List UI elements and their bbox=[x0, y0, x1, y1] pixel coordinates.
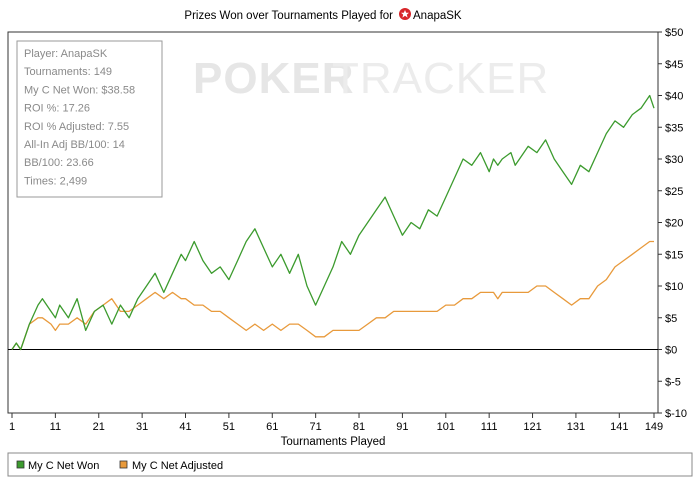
x-axis-title: Tournaments Played bbox=[281, 436, 386, 448]
pokerstars-icon bbox=[399, 8, 411, 20]
chart-title-text: Prizes Won over Tournaments Played for bbox=[184, 10, 393, 22]
watermark-logo: POKER TRACKER bbox=[193, 54, 549, 103]
x-tick-label: 41 bbox=[179, 421, 191, 433]
y-tick-label: $40 bbox=[665, 91, 683, 103]
legend: My C Net Won My C Net Adjusted bbox=[7, 452, 693, 477]
series-layer bbox=[11, 94, 655, 351]
legend-item-net-won: My C Net Won bbox=[16, 460, 99, 472]
series-line-net-won bbox=[11, 94, 655, 351]
y-tick-label: $25 bbox=[665, 186, 683, 198]
x-tick-label: 31 bbox=[136, 421, 148, 433]
x-tick-label: 61 bbox=[266, 421, 278, 433]
y-axis: $50 $45 $40 $35 $30 $25 $20 $15 $10 $5 $0 $-5 $-10 bbox=[658, 27, 687, 420]
stats-line: Times: 2,499 bbox=[24, 175, 87, 187]
stats-line: Tournaments: 149 bbox=[24, 66, 112, 78]
x-tick-label: 141 bbox=[610, 421, 628, 433]
x-tick-label: 149 bbox=[645, 421, 663, 433]
y-tick-label: $45 bbox=[665, 59, 683, 71]
x-tick-label: 101 bbox=[437, 421, 455, 433]
x-tick-label: 121 bbox=[523, 421, 541, 433]
x-tick-label: 111 bbox=[481, 421, 498, 433]
x-tick-label: 21 bbox=[93, 421, 105, 433]
x-tick-label: 11 bbox=[50, 421, 61, 433]
legend-swatch bbox=[119, 460, 128, 469]
y-tick-label: $10 bbox=[665, 281, 683, 293]
legend-swatch bbox=[16, 460, 25, 469]
series-line-net-adjusted bbox=[11, 240, 654, 351]
stats-lines: Player: AnapaSK Tournaments: 149 My C Net … bbox=[24, 48, 135, 187]
legend-item-net-adjusted: My C Net Adjusted bbox=[119, 460, 223, 472]
y-tick-label: $-5 bbox=[665, 376, 681, 388]
y-tick-label: $5 bbox=[665, 313, 677, 325]
y-tick-label: $20 bbox=[665, 218, 683, 230]
y-tick-label: $15 bbox=[665, 249, 683, 261]
stats-line: Player: AnapaSK bbox=[24, 48, 108, 60]
x-axis: 1 11 21 31 41 51 61 71 81 91 101 111 121 131 141 149 bbox=[9, 413, 663, 433]
y-tick-label: $35 bbox=[665, 122, 683, 134]
y-tick-label: $50 bbox=[665, 27, 683, 39]
watermark-bold: POKER bbox=[193, 54, 354, 103]
x-tick-label: 1 bbox=[9, 421, 15, 433]
legend-label: My C Net Won bbox=[28, 460, 99, 472]
y-tick-label: $30 bbox=[665, 154, 683, 166]
x-tick-label: 131 bbox=[567, 421, 585, 433]
x-tick-label: 81 bbox=[353, 421, 365, 433]
chart-title-player: AnapaSK bbox=[413, 10, 462, 22]
legend-label: My C Net Adjusted bbox=[132, 460, 223, 472]
x-tick-label: 71 bbox=[310, 421, 322, 433]
y-tick-label: $-10 bbox=[665, 408, 687, 420]
stats-line: My C Net Won: $38.58 bbox=[24, 84, 135, 96]
x-tick-label: 51 bbox=[223, 421, 235, 433]
stats-line: ROI %: 17.26 bbox=[24, 103, 90, 115]
y-tick-label: $0 bbox=[665, 345, 677, 357]
stats-line: All-In Adj BB/100: 14 bbox=[24, 139, 125, 151]
stats-line: BB/100: 23.66 bbox=[24, 157, 94, 169]
chart-title: Prizes Won over Tournaments Played for A… bbox=[184, 8, 462, 22]
watermark-light: TRACKER bbox=[332, 54, 549, 103]
x-tick-label: 91 bbox=[396, 421, 408, 433]
stats-box: Player: AnapaSK Tournaments: 149 My C Net … bbox=[16, 40, 163, 198]
stats-line: ROI % Adjusted: 7.55 bbox=[24, 121, 129, 133]
